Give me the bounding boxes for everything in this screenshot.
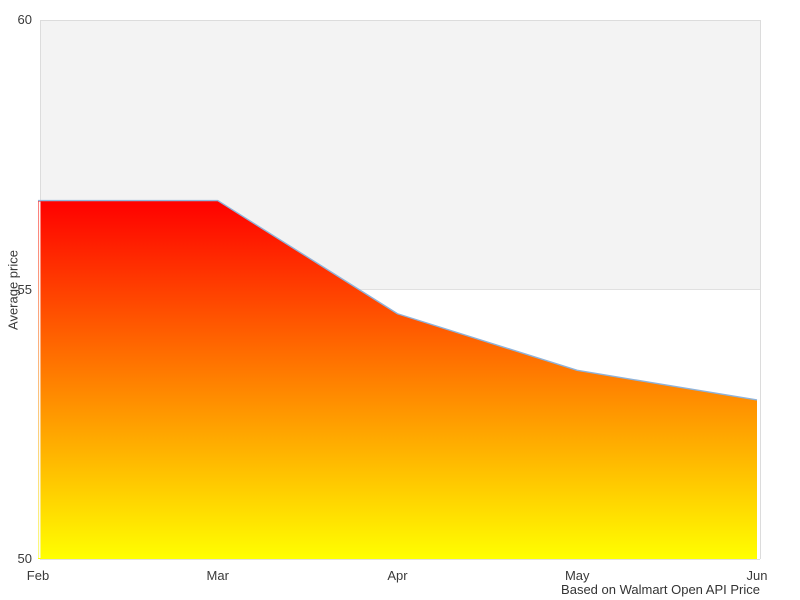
x-tick-label: May <box>564 568 590 583</box>
series-line <box>38 199 758 401</box>
area-series <box>38 200 757 559</box>
x-tick-label: Jun <box>746 568 768 583</box>
x-tick-label: Apr <box>387 568 408 583</box>
x-tick-label: Feb <box>26 568 50 583</box>
chart-caption: Based on Walmart Open API Price <box>561 582 760 597</box>
y-tick-label: 55 <box>17 281 32 297</box>
x-tick-label: Mar <box>206 568 229 583</box>
y-tick-label: 60 <box>17 12 32 27</box>
y-tick-label: 50 <box>17 551 32 566</box>
